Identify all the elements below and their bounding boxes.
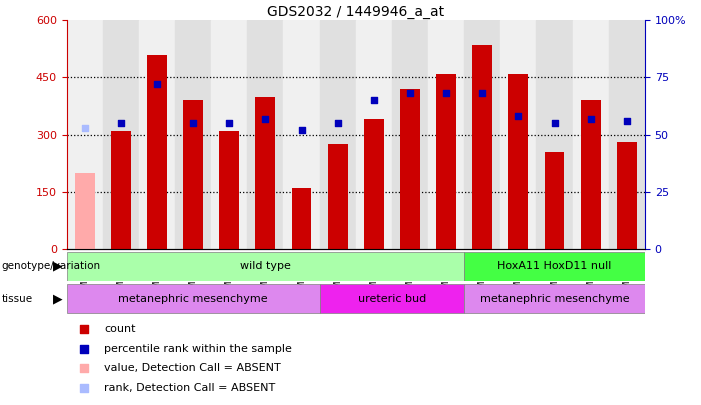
Text: wild type: wild type: [240, 261, 291, 271]
Text: HoxA11 HoxD11 null: HoxA11 HoxD11 null: [498, 261, 612, 271]
Bar: [617, 142, 637, 249]
Point: [187, 120, 198, 126]
Text: ureteric bud: ureteric bud: [358, 294, 426, 304]
Text: ▶: ▶: [53, 292, 63, 305]
Bar: [247, 20, 283, 249]
Bar: [211, 20, 247, 249]
Bar: [464, 252, 645, 281]
Text: percentile rank within the sample: percentile rank within the sample: [104, 344, 292, 354]
Point: [549, 120, 560, 126]
Bar: [103, 20, 139, 249]
Point: [79, 345, 90, 352]
Point: [621, 118, 632, 124]
Bar: [111, 131, 131, 249]
Bar: [292, 188, 311, 249]
Point: [224, 120, 235, 126]
Bar: [283, 20, 320, 249]
Bar: [608, 20, 645, 249]
Point: [79, 326, 90, 333]
Bar: [536, 20, 573, 249]
Text: rank, Detection Call = ABSENT: rank, Detection Call = ABSENT: [104, 383, 275, 393]
Title: GDS2032 / 1449946_a_at: GDS2032 / 1449946_a_at: [267, 5, 444, 19]
Bar: [320, 284, 464, 313]
Bar: [320, 20, 355, 249]
Text: tissue: tissue: [1, 294, 32, 304]
Point: [151, 81, 163, 87]
Bar: [545, 152, 564, 249]
Point: [296, 127, 307, 133]
Bar: [75, 173, 95, 249]
Point: [585, 115, 597, 122]
Bar: [255, 96, 275, 249]
Text: genotype/variation: genotype/variation: [1, 261, 100, 271]
Bar: [392, 20, 428, 249]
Bar: [364, 119, 383, 249]
Bar: [67, 252, 464, 281]
Bar: [147, 55, 167, 249]
Bar: [436, 74, 456, 249]
Bar: [139, 20, 175, 249]
Point: [115, 120, 126, 126]
Bar: [400, 89, 420, 249]
Point: [368, 97, 379, 104]
Text: ▶: ▶: [53, 260, 63, 273]
Point: [404, 90, 416, 97]
Bar: [464, 284, 645, 313]
Bar: [472, 45, 492, 249]
Bar: [501, 20, 536, 249]
Point: [260, 115, 271, 122]
Bar: [67, 20, 103, 249]
Point: [79, 385, 90, 391]
Bar: [183, 100, 203, 249]
Bar: [219, 131, 239, 249]
Bar: [328, 144, 348, 249]
Bar: [508, 74, 529, 249]
Point: [332, 120, 343, 126]
Bar: [464, 20, 501, 249]
Text: count: count: [104, 324, 136, 334]
Text: value, Detection Call = ABSENT: value, Detection Call = ABSENT: [104, 363, 281, 373]
Point: [477, 90, 488, 97]
Bar: [355, 20, 392, 249]
Bar: [428, 20, 464, 249]
Text: metanephric mesenchyme: metanephric mesenchyme: [479, 294, 629, 304]
Point: [513, 113, 524, 119]
Bar: [573, 20, 608, 249]
Point: [79, 125, 90, 131]
Point: [440, 90, 451, 97]
Bar: [175, 20, 211, 249]
Bar: [580, 100, 601, 249]
Text: metanephric mesenchyme: metanephric mesenchyme: [118, 294, 268, 304]
Bar: [67, 284, 320, 313]
Point: [79, 365, 90, 372]
